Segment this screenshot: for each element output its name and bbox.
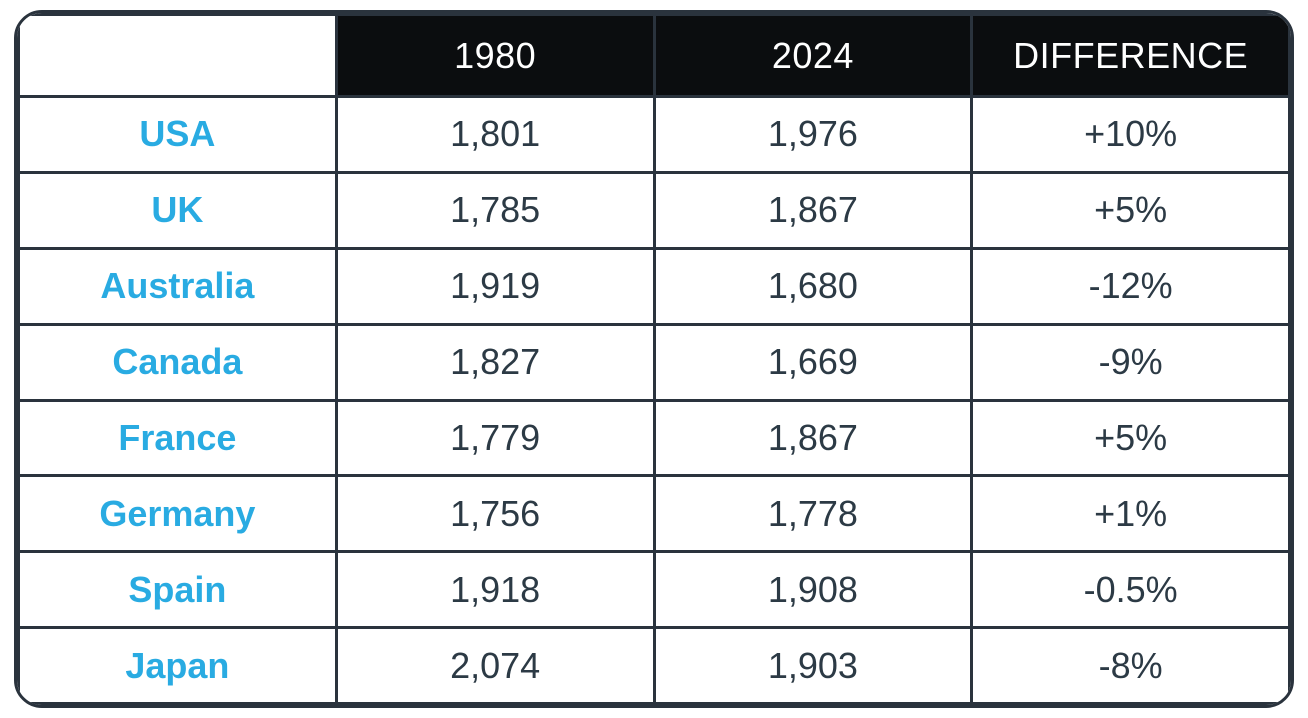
- value-difference: -12%: [970, 246, 1291, 326]
- column-header-difference: DIFFERENCE: [970, 13, 1291, 98]
- column-header-2024: 2024: [652, 13, 974, 98]
- value-difference: -8%: [970, 626, 1291, 705]
- country-label: France: [17, 398, 338, 478]
- country-label: Canada: [17, 322, 338, 402]
- value-2024: 1,908: [652, 550, 974, 630]
- data-table: 1980 2024 DIFFERENCE USA 1,801 1,976 +10…: [17, 13, 1291, 705]
- value-1980: 1,918: [334, 550, 656, 630]
- table-row: USA 1,801 1,976 +10%: [17, 95, 1291, 174]
- value-2024: 1,976: [652, 95, 974, 174]
- table-row: Australia 1,919 1,680 -12%: [17, 246, 1291, 326]
- value-2024: 1,903: [652, 626, 974, 705]
- value-1980: 2,074: [334, 626, 656, 705]
- value-1980: 1,919: [334, 246, 656, 326]
- country-label: USA: [17, 95, 338, 174]
- country-label: Australia: [17, 246, 338, 326]
- table-row: UK 1,785 1,867 +5%: [17, 170, 1291, 250]
- value-difference: +1%: [970, 474, 1291, 554]
- value-2024: 1,778: [652, 474, 974, 554]
- table-row: Spain 1,918 1,908 -0.5%: [17, 550, 1291, 630]
- column-header-1980: 1980: [334, 13, 656, 98]
- table-body: USA 1,801 1,976 +10% UK 1,785 1,867 +5% …: [17, 95, 1291, 705]
- comparison-table: 1980 2024 DIFFERENCE USA 1,801 1,976 +10…: [14, 10, 1294, 708]
- value-2024: 1,867: [652, 398, 974, 478]
- country-label: Spain: [17, 550, 338, 630]
- country-label: Japan: [17, 626, 338, 705]
- value-1980: 1,801: [334, 95, 656, 174]
- value-difference: -0.5%: [970, 550, 1291, 630]
- value-difference: -9%: [970, 322, 1291, 402]
- value-difference: +5%: [970, 398, 1291, 478]
- value-1980: 1,779: [334, 398, 656, 478]
- header-row: 1980 2024 DIFFERENCE: [17, 13, 1291, 98]
- table-header: 1980 2024 DIFFERENCE: [17, 13, 1291, 98]
- value-2024: 1,669: [652, 322, 974, 402]
- value-1980: 1,827: [334, 322, 656, 402]
- table-row: Japan 2,074 1,903 -8%: [17, 626, 1291, 705]
- value-2024: 1,680: [652, 246, 974, 326]
- country-label: UK: [17, 170, 338, 250]
- value-difference: +5%: [970, 170, 1291, 250]
- value-1980: 1,756: [334, 474, 656, 554]
- table-row: Canada 1,827 1,669 -9%: [17, 322, 1291, 402]
- table-row: France 1,779 1,867 +5%: [17, 398, 1291, 478]
- corner-cell: [17, 13, 338, 98]
- value-difference: +10%: [970, 95, 1291, 174]
- table-row: Germany 1,756 1,778 +1%: [17, 474, 1291, 554]
- value-2024: 1,867: [652, 170, 974, 250]
- country-label: Germany: [17, 474, 338, 554]
- value-1980: 1,785: [334, 170, 656, 250]
